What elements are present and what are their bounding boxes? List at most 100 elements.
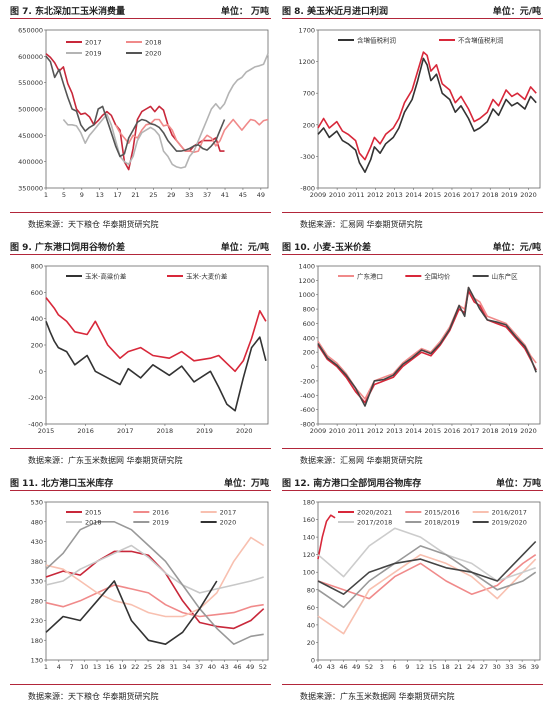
series-line-2019/2020 [317, 540, 537, 595]
y-tick-label: 700 [303, 90, 315, 98]
y-tick-label: 1200 [298, 277, 315, 285]
y-tick-label: -300 [300, 153, 315, 161]
x-tick-label: 43 [327, 663, 335, 671]
source-text: 数据来源：汇易网 华泰期货研究院 [300, 220, 423, 229]
x-tick-label: 2020 [520, 191, 537, 199]
source-text: 数据来源：广东玉米数据网 华泰期货研究院 [28, 456, 183, 465]
x-tick-label: 1 [44, 663, 48, 671]
x-tick-label: 52 [365, 663, 373, 671]
series-line-2017 [45, 536, 265, 618]
x-tick-label: 21 [454, 663, 462, 671]
y-tick-label: 200 [31, 342, 43, 350]
y-tick-label: -400 [28, 421, 43, 429]
x-tick-label: 31 [169, 663, 177, 671]
y-tick-label: 200 [303, 121, 315, 129]
x-tick-label: 2015 [425, 427, 442, 435]
y-tick-label: 100 [303, 569, 315, 577]
y-tick-label: 60 [307, 604, 315, 612]
source-rule [282, 684, 543, 685]
legend-label: 全国均价 [424, 272, 451, 281]
x-tick-label: 22 [131, 663, 139, 671]
series-line-2019 [62, 53, 269, 169]
chart-unit: 单位：万吨 [495, 479, 541, 489]
x-tick-label: 2010 [329, 191, 346, 199]
series-line-含増值税利润 [317, 57, 537, 173]
series-line-2020 [45, 55, 226, 158]
chart-title: 图 9. 广东港口饲用谷物价差 [10, 243, 125, 253]
series-line-广东港口 [317, 286, 537, 400]
legend-label: 2016 [152, 509, 169, 517]
y-tick-label: 400000 [18, 158, 43, 166]
x-tick-label: 2017 [463, 191, 480, 199]
title-rule [282, 18, 543, 19]
legend-label: 不含増值税利润 [458, 36, 504, 45]
x-tick-label: 2011 [348, 427, 365, 435]
legend-label: 2020 [145, 50, 162, 58]
x-tick-label: 2012 [367, 427, 384, 435]
legend-label: 2019/2020 [492, 519, 527, 527]
x-tick-label: 40 [314, 663, 322, 671]
x-tick-label: 2018 [157, 427, 174, 435]
legend-label: 2020/2021 [357, 509, 392, 517]
source-rule [282, 448, 543, 449]
legend-label: 玉米-高粱价差 [85, 272, 127, 281]
x-tick-label: 24 [467, 663, 475, 671]
x-tick-label: 9 [80, 191, 84, 199]
chart-unit: 单位： 万吨 [220, 7, 269, 17]
x-tick-label: 52 [259, 663, 267, 671]
series-line-2020 [45, 580, 218, 645]
y-tick-label: 200 [303, 349, 315, 357]
chart-title: 图 7. 东北深加工玉米消费量 [10, 7, 125, 17]
plot-frame [45, 265, 269, 425]
source-text: 数据来源：汇易网 华泰期货研究院 [300, 456, 423, 465]
legend-label: 2017 [220, 509, 237, 517]
x-tick-label: 2018 [482, 427, 499, 435]
series-line-2020/2021 [317, 514, 336, 560]
x-tick-label: 2016 [444, 191, 461, 199]
plot-frame [317, 29, 541, 189]
title-rule [282, 490, 543, 491]
x-tick-label: 30 [492, 663, 500, 671]
x-tick-label: 29 [167, 191, 175, 199]
source-rule [10, 448, 271, 449]
x-tick-label: 2013 [386, 191, 403, 199]
x-tick-label: 37 [203, 191, 211, 199]
y-tick-label: 500000 [18, 106, 43, 114]
legend-label: 2017/2018 [357, 519, 392, 527]
series-line-2016/2017 [317, 553, 537, 635]
chart-unit: 单位：万吨 [223, 479, 269, 489]
y-tick-label: 130 [31, 657, 43, 665]
legend-label: 2016/2017 [492, 509, 527, 517]
y-tick-label: 480 [31, 518, 43, 526]
chart-title: 图 11. 北方港口玉米库存 [10, 479, 114, 489]
series-line-2018 [114, 118, 269, 153]
chart-unit: 单位：元/吨 [492, 243, 541, 253]
x-tick-label: 49 [352, 663, 360, 671]
source-rule [10, 684, 271, 685]
series-line-2018 [45, 544, 264, 594]
y-tick-label: 1700 [298, 27, 315, 35]
series-line-2016 [45, 584, 264, 618]
y-tick-label: 0 [311, 363, 315, 371]
legend-label: 广东港口 [357, 272, 383, 281]
y-tick-label: -800 [300, 421, 315, 429]
x-tick-label: 37 [195, 663, 203, 671]
series-line-2017/2018 [317, 527, 536, 582]
x-tick-label: 7 [69, 663, 73, 671]
x-tick-label: 2019 [501, 191, 518, 199]
y-tick-label: 1200 [298, 58, 315, 66]
y-tick-label: 0 [311, 657, 315, 665]
legend-label: 2018/2019 [424, 519, 459, 527]
legend-label: 含増值税利润 [357, 36, 396, 45]
x-tick-label: 40 [208, 663, 216, 671]
y-tick-label: 600 [31, 289, 43, 297]
x-tick-label: 2020 [236, 427, 253, 435]
y-tick-label: 180 [31, 637, 43, 645]
chart-svg: 350000 400000 450000 500000 550000 600000 6500… [18, 27, 269, 199]
y-tick-label: 400 [31, 315, 43, 323]
x-tick-label: 45 [239, 191, 247, 199]
x-tick-label: 46 [233, 663, 241, 671]
y-tick-label: 1000 [298, 291, 315, 299]
x-tick-label: 2019 [501, 427, 518, 435]
x-tick-label: 2014 [405, 427, 422, 435]
